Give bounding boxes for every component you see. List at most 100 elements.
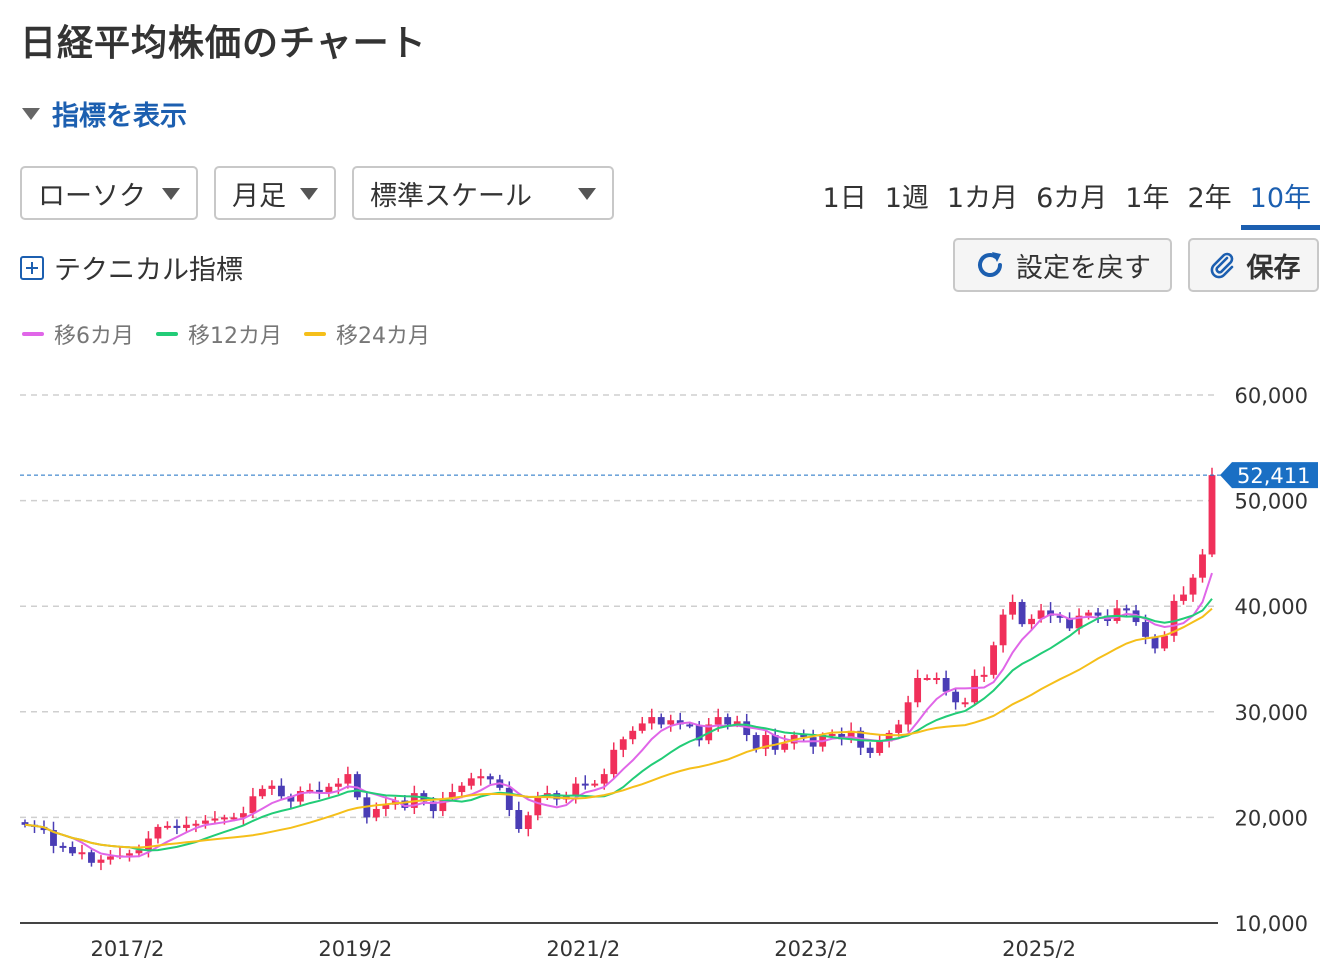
candle	[648, 717, 656, 724]
candle	[183, 824, 190, 828]
candle	[695, 725, 703, 741]
candle	[1170, 600, 1178, 636]
current-price-label: 52,411	[1237, 464, 1310, 488]
candle	[401, 800, 409, 808]
candle	[971, 675, 979, 703]
scale-select[interactable]: 標準スケール	[352, 166, 614, 220]
range-tab-1m[interactable]: 1カ月	[946, 183, 1019, 214]
candle	[59, 845, 67, 848]
candle	[1208, 475, 1216, 555]
candle	[145, 838, 152, 851]
candle	[173, 825, 181, 828]
chart-type-value: ローソク	[38, 180, 146, 212]
period-value: 月足	[232, 180, 286, 212]
x-tick-label: 2025/2	[1002, 937, 1076, 961]
candle	[781, 743, 789, 750]
candle	[629, 730, 637, 740]
candle	[220, 817, 228, 820]
range-tab-6m[interactable]: 6カ月	[1036, 183, 1108, 214]
candle	[990, 645, 998, 675]
candle	[1047, 610, 1054, 616]
candle	[667, 720, 675, 725]
triangle-down-icon	[22, 107, 40, 120]
candle	[980, 674, 988, 677]
legend-swatch	[156, 332, 178, 336]
candle	[942, 678, 950, 692]
candle	[154, 826, 162, 839]
legend-label: 移6カ月	[54, 324, 134, 349]
technical-indicators-label: テクニカル指標	[54, 255, 243, 286]
technical-indicators-button[interactable]: テクニカル指標	[20, 248, 243, 287]
candle	[1028, 618, 1035, 625]
reset-settings-button[interactable]: 設定を戻す	[953, 238, 1172, 292]
candle	[1199, 554, 1206, 578]
legend-label: 移24カ月	[336, 324, 430, 349]
range-tabs: 1日 1週 1カ月 6カ月 1年 2年 10年	[814, 172, 1320, 230]
chart-type-select[interactable]: ローソク	[20, 166, 198, 220]
candle	[239, 813, 247, 818]
candle	[714, 717, 722, 725]
y-tick-label: 20,000	[1235, 806, 1308, 830]
legend-swatch	[304, 332, 326, 336]
x-tick-label: 2019/2	[318, 937, 392, 961]
candle	[334, 783, 342, 787]
chevron-down-icon	[162, 188, 180, 200]
candle	[439, 798, 447, 812]
candle	[1085, 612, 1092, 616]
candle	[591, 783, 599, 786]
candle	[1037, 610, 1045, 619]
candle	[306, 789, 314, 792]
candle	[277, 785, 285, 797]
candle	[1123, 608, 1130, 611]
reset-settings-label: 設定を戻す	[1016, 252, 1151, 284]
candle	[69, 846, 76, 854]
candle	[467, 778, 475, 786]
candle	[885, 732, 893, 742]
candle	[515, 810, 523, 830]
candle	[743, 721, 751, 736]
range-tab-10y[interactable]: 10年	[1240, 172, 1320, 230]
candle	[315, 789, 323, 794]
ma6-line	[24, 572, 1213, 858]
candle	[904, 702, 912, 725]
candle	[638, 723, 646, 731]
y-tick-label: 30,000	[1235, 701, 1308, 725]
save-label: 保存	[1246, 252, 1301, 284]
y-tick-label: 60,000	[1235, 384, 1308, 408]
candle	[382, 804, 390, 809]
candle	[230, 817, 238, 820]
candle	[192, 823, 200, 826]
legend-swatch	[22, 332, 44, 336]
candle	[107, 856, 114, 860]
x-tick-label: 2021/2	[546, 937, 620, 961]
candle	[686, 724, 694, 727]
price-chart[interactable]: 60,000 50,000 40,000 30,000 20,000 10,000 52,4…	[0, 360, 1342, 970]
range-tab-2y[interactable]: 2年	[1187, 183, 1232, 214]
candle	[1161, 635, 1168, 649]
candle	[923, 678, 931, 681]
candle	[353, 774, 361, 798]
range-tab-1w[interactable]: 1週	[884, 183, 929, 214]
candle	[752, 735, 760, 749]
candle	[249, 796, 257, 814]
candle	[50, 830, 57, 846]
candle	[1113, 608, 1121, 621]
candle	[828, 733, 836, 736]
ma12-line	[24, 598, 1213, 852]
save-button[interactable]: 保存	[1188, 238, 1319, 292]
candle	[21, 822, 29, 825]
candle	[1180, 594, 1187, 601]
range-tab-1d[interactable]: 1日	[822, 183, 867, 214]
range-tab-1y[interactable]: 1年	[1125, 183, 1170, 214]
show-indicators-toggle[interactable]: 指標を表示	[22, 94, 187, 133]
candle	[1151, 636, 1159, 649]
candle	[505, 787, 513, 811]
candle	[458, 785, 466, 793]
x-tick-label: 2023/2	[774, 937, 848, 961]
period-select[interactable]: 月足	[214, 166, 336, 220]
legend-item-ma6: 移6カ月	[22, 318, 134, 350]
chevron-down-icon	[300, 188, 318, 200]
legend-item-ma24: 移24カ月	[304, 318, 430, 350]
candle	[676, 720, 684, 725]
candle	[202, 820, 209, 824]
